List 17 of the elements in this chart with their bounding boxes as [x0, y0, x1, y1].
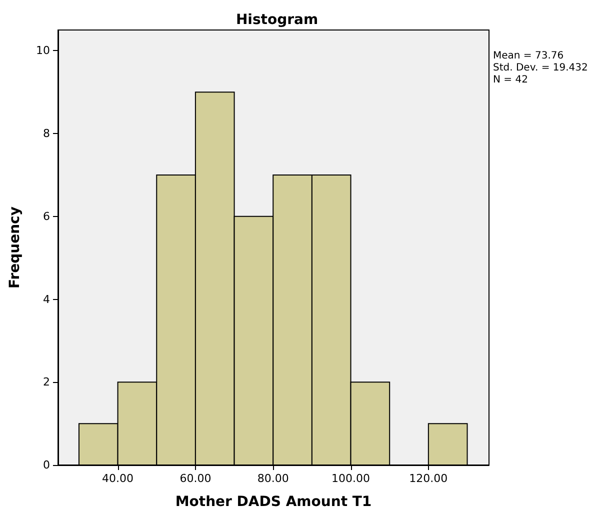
y-tick-label: 2 [43, 376, 50, 389]
y-tick-label: 4 [43, 292, 50, 306]
y-tick-label: 6 [43, 210, 50, 223]
x-tick-label: 100.00 [332, 472, 370, 485]
text: Std. Dev. = 19.432 [493, 62, 588, 74]
chart-title: Histogram [236, 12, 318, 28]
y-tick-label: 10 [36, 44, 50, 58]
text: N = 42 [493, 74, 528, 86]
y-tick-label: 0 [43, 458, 50, 472]
x-axis-title: Mother DADS Amount T1 [175, 494, 372, 510]
x-tick-label: 80.00 [257, 472, 289, 485]
y-axis-title: Frequency [7, 206, 23, 288]
x-tick-label: 40.00 [102, 472, 134, 485]
y-tick-label: 8 [43, 127, 50, 140]
text: Mean = 73.76 [493, 50, 564, 62]
x-tick-label: 60.00 [180, 472, 212, 485]
x-tick-label: 120.00 [409, 472, 448, 485]
